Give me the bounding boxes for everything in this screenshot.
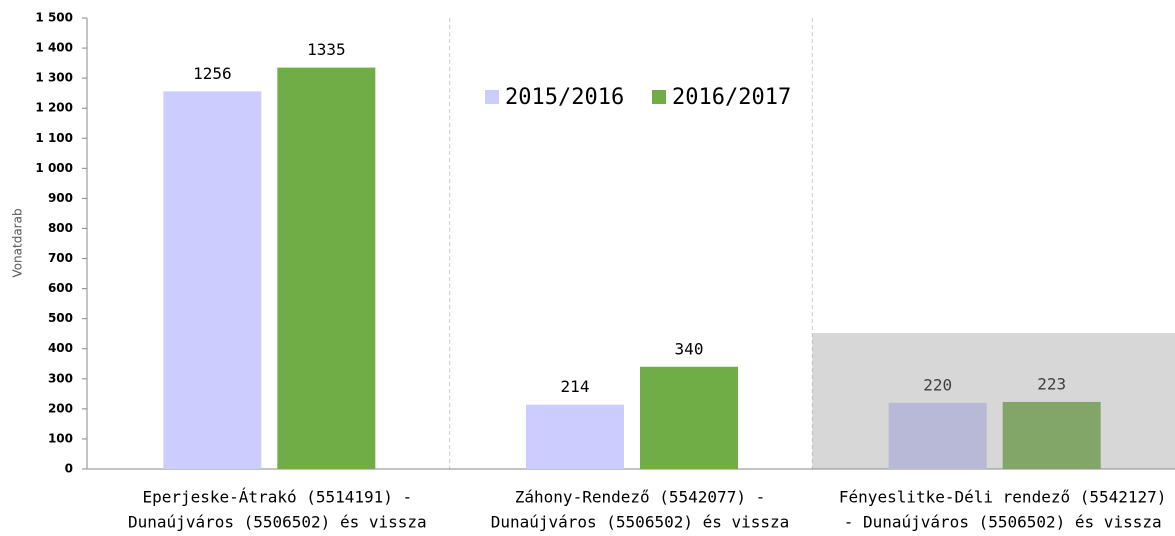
y-tick-label: 1 500 [35, 11, 73, 25]
x-tick-label: Dunaújváros (5506502) és vissza [491, 513, 790, 532]
y-tick-label: 400 [48, 341, 73, 355]
y-tick-label: 1 100 [35, 131, 73, 145]
overlay [812, 333, 1175, 469]
y-tick-label: 1 200 [35, 101, 73, 115]
value-label: 220 [923, 375, 952, 394]
y-tick-label: 1 400 [35, 41, 73, 55]
bar [277, 67, 376, 470]
x-tick-label: - Dunaújváros (5506502) és vissza [844, 513, 1162, 532]
value-label: 340 [675, 339, 704, 358]
y-tick-label: 800 [48, 221, 73, 235]
y-tick-label: 600 [48, 281, 73, 295]
y-tick-label: 100 [48, 431, 73, 445]
y-tick-label: 300 [48, 371, 73, 385]
bar [640, 366, 738, 469]
bar [1002, 401, 1101, 469]
y-tick-label: 200 [48, 401, 73, 415]
y-tick-label: 500 [48, 311, 73, 325]
bar [163, 91, 262, 469]
value-label: 214 [561, 377, 590, 396]
x-tick-label: Fényeslitke-Déli rendező (5542127) [839, 488, 1167, 507]
y-tick-label: 900 [48, 191, 73, 205]
legend-label: 2015/2016 [505, 85, 624, 110]
legend-swatch [485, 90, 499, 104]
x-tick-label: Dunaújváros (5506502) és vissza [128, 513, 427, 532]
y-axis-label: Vonatdarab [11, 208, 25, 277]
y-tick-label: 1 000 [35, 161, 73, 175]
value-label: 1256 [193, 64, 232, 83]
legend-swatch [652, 90, 666, 104]
y-tick-label: 1 300 [35, 71, 73, 85]
legend-label: 2016/2017 [672, 85, 791, 110]
y-tick-label: 700 [48, 251, 73, 265]
bar [526, 404, 624, 469]
x-tick-label: Eperjeske-Átrakó (5514191) - [142, 488, 412, 507]
y-tick-label: 0 [65, 462, 73, 476]
bar [888, 402, 987, 469]
x-tick-label: Záhony-Rendező (5542077) - [515, 488, 765, 507]
value-label: 1335 [307, 40, 346, 59]
value-label: 223 [1037, 374, 1066, 393]
